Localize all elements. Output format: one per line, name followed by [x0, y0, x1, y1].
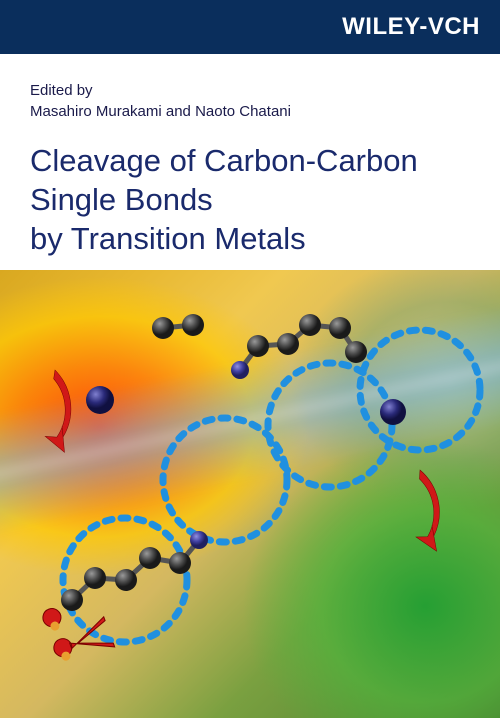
title-line-1: Cleavage of Carbon-Carbon: [30, 142, 470, 181]
molecular-diagram: [0, 270, 500, 718]
publisher-bar: WILEY-VCH: [0, 0, 500, 54]
title-line-2: Single Bonds: [30, 181, 470, 220]
cover-artwork: [0, 270, 500, 718]
book-title: Cleavage of Carbon-Carbon Single Bonds b…: [30, 142, 470, 258]
editors-label: Edited by: [30, 82, 470, 99]
publisher-name: WILEY-VCH: [342, 13, 480, 41]
editors-names: Masahiro Murakami and Naoto Chatani: [30, 103, 470, 120]
book-cover: WILEY-VCH Edited by Masahiro Murakami an…: [0, 0, 500, 718]
title-line-3: by Transition Metals: [30, 220, 470, 259]
title-area: Edited by Masahiro Murakami and Naoto Ch…: [0, 54, 500, 268]
